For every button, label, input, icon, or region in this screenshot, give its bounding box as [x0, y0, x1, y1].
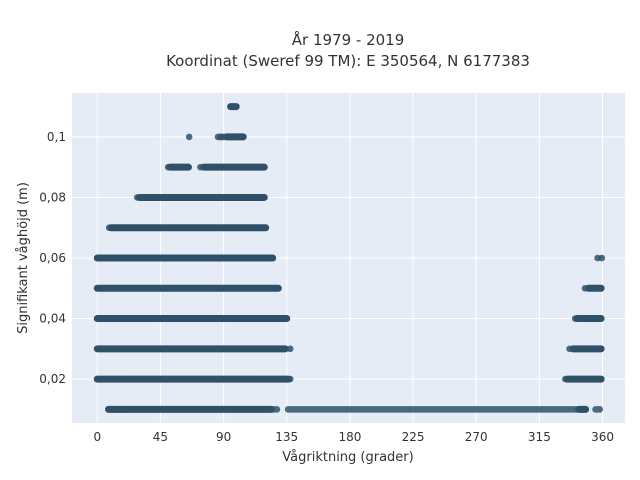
chart-title-line-2: Koordinat (Sweref 99 TM): E 350564, N 61…	[166, 52, 530, 70]
y-tick-labels: 0,02 0,04 0,06 0,08 0,1	[39, 130, 66, 386]
x-axis-title: Vågriktning (grader)	[282, 450, 413, 465]
y-tick-label: 0,1	[47, 130, 66, 144]
x-tick-label: 135	[275, 430, 298, 444]
data-point	[566, 345, 573, 353]
data-point	[581, 284, 589, 292]
chart-title-line-1: År 1979 - 2019	[292, 30, 405, 49]
data-point	[107, 406, 114, 413]
x-tick-label: 225	[402, 430, 425, 444]
y-tick-label: 0,06	[39, 251, 66, 265]
data-point	[598, 254, 606, 262]
data-point	[286, 375, 294, 383]
y-tick-label: 0,02	[39, 372, 66, 386]
data-point	[571, 315, 579, 322]
data-point	[105, 224, 113, 232]
data-points	[93, 103, 606, 413]
x-tick-label: 45	[153, 430, 168, 444]
y-tick-label: 0,04	[39, 312, 66, 326]
y-axis-title: Signifikant våghöjd (m)	[16, 182, 31, 334]
x-tick-label: 270	[465, 430, 488, 444]
data-point	[164, 163, 172, 171]
x-tick-label: 0	[93, 430, 101, 444]
data-point	[135, 406, 142, 413]
x-tick-label: 360	[591, 430, 614, 444]
x-tick-label: 180	[338, 430, 361, 444]
data-point	[562, 375, 569, 383]
x-tick-label: 90	[216, 430, 231, 444]
data-point	[197, 163, 204, 171]
x-tick-labels: 0 45 90 135 180 225 270 315 360	[93, 430, 614, 444]
y-tick-label: 0,08	[39, 190, 66, 204]
data-point	[185, 133, 193, 141]
data-point	[286, 345, 294, 353]
x-tick-label: 315	[528, 430, 551, 444]
